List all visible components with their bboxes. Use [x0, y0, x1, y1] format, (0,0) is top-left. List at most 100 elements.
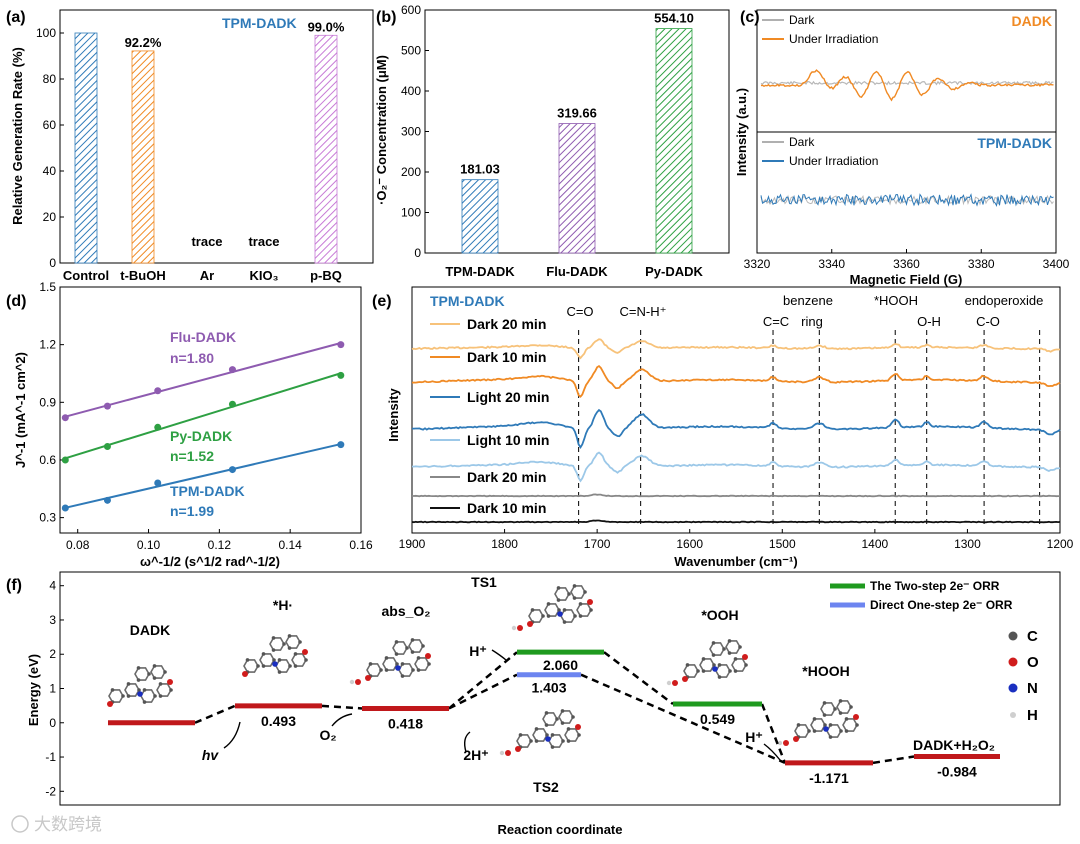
a-y-tick-label: 60	[43, 118, 57, 132]
f-molecule-ring	[820, 702, 836, 716]
f-molecule-5	[666, 639, 748, 686]
f-molecule-0	[107, 664, 173, 707]
f-molecule-atom-c	[712, 663, 716, 667]
f-molecule-atom-c	[560, 721, 565, 725]
e-curve-4-dark-20-min	[411, 493, 1060, 498]
f-molecule-atom-c	[728, 669, 732, 673]
panel-c-bottom-legend: Dark Under Irradiation TPM-DADK	[762, 135, 1052, 168]
f-molecule-atom-c	[169, 688, 173, 692]
b-bar-flu-dadk	[558, 123, 596, 254]
f-level-value-abs-o: 0.418	[388, 715, 423, 731]
f-molecule-atom-c	[400, 674, 405, 678]
f-molecule-atom-c	[298, 640, 302, 644]
f-molecule-ring	[516, 734, 532, 748]
f-molecule-atom-h	[349, 679, 355, 685]
f-molecule-atom-c	[395, 662, 399, 666]
e-x-tick-label: 1600	[676, 537, 703, 551]
e-marker-label-c-n-h: C=N-H⁺	[620, 304, 667, 319]
d-point-tpm-dadk	[154, 479, 162, 487]
f-y-tick-label: 2	[49, 647, 56, 661]
f-molecule-atom-c	[545, 733, 549, 737]
d-x-tick-label: 0.14	[278, 538, 302, 552]
f-molecule-atom-c	[844, 729, 849, 733]
f-molecule-2	[349, 638, 431, 685]
e-legend-label-3-light-10-min: Light 10 min	[467, 432, 549, 448]
f-molecule-ring	[150, 665, 166, 679]
d-point-py-dadk	[337, 371, 345, 379]
a-bar-control	[74, 32, 98, 264]
a-bar-p-bq	[314, 34, 338, 264]
f-molecule-ring	[408, 639, 424, 653]
b-bar-label-tpm-dadk: 181.03	[460, 162, 500, 177]
f-molecule-atom-o	[793, 736, 799, 742]
panel-b-y-axis-label: ·O₂⁻ Concentration (μM)	[374, 55, 389, 205]
panel-e: (e) TPM-DADK C=O C=N-H⁺ C=C benzene ring *HOO…	[372, 286, 1074, 569]
f-molecule-atom-c	[534, 727, 539, 731]
f-level-value-h: 0.493	[261, 713, 296, 729]
f-molecule-atom-c	[822, 701, 827, 705]
f-molecule-atom-h	[666, 680, 672, 686]
panel-d-y-axis-label: J^-1 (mA^-1 cm^2)	[13, 352, 28, 468]
f-molecule-atom-o	[425, 653, 431, 659]
f-molecule-ring	[366, 663, 382, 677]
d-point-tpm-dadk	[228, 466, 236, 474]
panel-f: (f) -2 -1 0 1 2 3 4 The Two-step 2e⁻ ORR Direct…	[6, 571, 1061, 837]
f-molecule-atom-n	[272, 661, 278, 667]
f-molecule-ring	[528, 609, 544, 623]
f-atom-swatch-h	[1010, 712, 1016, 718]
f-molecule-atom-c	[416, 656, 421, 660]
d-point-flu-dadk	[154, 387, 162, 395]
f-molecule-atom-c	[733, 669, 738, 673]
f-molecule-ring	[269, 637, 285, 651]
panel-d-axes: 0.08 0.10 0.12 0.14 0.16 0.3 0.6 0.9 1.2 1.5	[39, 280, 373, 552]
f-molecule-atom-c	[561, 739, 565, 743]
b-y-tick-label: 300	[401, 125, 421, 139]
a-bar-t-buoh	[131, 50, 155, 264]
f-molecule-atom-c	[555, 717, 559, 721]
f-level-value-ooh: 0.549	[700, 711, 735, 727]
e-curve-1-dark-10-min	[411, 364, 1061, 398]
f-molecule-atom-c	[287, 634, 292, 638]
panel-b-y-axis: 0 100 200 300 400 500 600	[401, 3, 429, 260]
f-state-name-hooh: *HOOH	[802, 663, 849, 679]
e-legend-label-1-dark-10-min: Dark 10 min	[467, 349, 546, 365]
f-molecule-ring	[124, 683, 140, 697]
panel-b-label: (b)	[376, 9, 396, 26]
f-molecule-atom-c	[110, 688, 115, 692]
e-marker-label-benzene-ring-2: ring	[801, 314, 823, 329]
f-molecule-3	[511, 584, 593, 631]
e-x-tick-label: 1200	[1047, 537, 1074, 551]
f-molecule-atom-c	[261, 664, 266, 668]
d-point-tpm-dadk	[103, 496, 111, 504]
f-molecule-atom-c	[405, 646, 409, 650]
f-molecule-ring	[836, 700, 852, 714]
f-molecule-atom-h	[499, 750, 505, 756]
d-x-tick-label: 0.08	[66, 538, 90, 552]
f-molecule-atom-c	[410, 638, 415, 642]
f-molecule-atom-c	[685, 663, 690, 667]
f-molecule-ring	[542, 712, 558, 726]
f-molecule-atom-c	[287, 646, 292, 650]
f-molecule-ring	[243, 659, 259, 673]
f-molecule-1	[242, 634, 308, 677]
f-molecule-atom-c	[277, 658, 282, 662]
f-y-tick-label: -1	[45, 750, 56, 764]
f-molecule-atom-c	[384, 656, 389, 660]
c-legend-label-dark: Dark	[789, 13, 815, 27]
f-molecule-atom-c	[727, 651, 732, 655]
panel-e-x-axis-label: Wavenumber (cm⁻¹)	[674, 554, 797, 569]
f-molecule-ring	[544, 603, 560, 617]
f-molecule-atom-o	[853, 714, 859, 720]
f-y-tick-label: -2	[45, 784, 56, 798]
e-curve-0-dark-20-min	[411, 338, 1060, 360]
f-molecule-atom-c	[153, 694, 157, 698]
c-x-tick-label: 3400	[1043, 257, 1070, 271]
c-subplot-title-dadk: DADK	[1012, 13, 1052, 29]
e-x-tick-label: 1700	[584, 537, 611, 551]
f-state-name-ts2: TS2	[533, 779, 559, 795]
e-marker-label-c-o: C=O	[566, 304, 593, 319]
f-molecule-atom-c	[126, 682, 131, 686]
f-step-arrow-0	[223, 721, 241, 749]
f-molecule-6	[777, 699, 859, 746]
